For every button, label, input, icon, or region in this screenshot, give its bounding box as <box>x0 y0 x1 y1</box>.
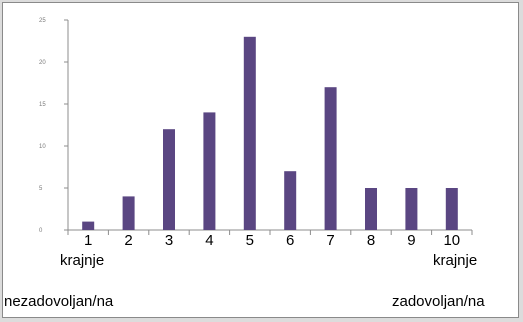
annotation-left-line1: krajnje <box>60 252 104 269</box>
y-tick-label: 10 <box>39 144 46 150</box>
x-tick-label: 4 <box>205 232 213 249</box>
annotation-left-line2: nezadovoljan/na <box>4 293 114 310</box>
x-tick-label: 9 <box>407 232 415 249</box>
x-tick-label: 1 <box>84 232 92 249</box>
x-tick-labels: 1 2 3 4 5 6 7 8 9 10 <box>84 232 460 249</box>
bar-8 <box>365 188 377 230</box>
y-tick-label: 0 <box>39 228 43 234</box>
bar-7 <box>324 87 337 230</box>
annotation-right-line1: krajnje <box>433 252 477 269</box>
y-tick-label: 20 <box>39 60 46 66</box>
bar-10 <box>445 188 458 230</box>
bars-group <box>82 36 458 230</box>
y-tick-labels: 0 5 10 15 20 25 <box>39 18 46 234</box>
x-tick-label: 3 <box>165 232 173 249</box>
bar-6 <box>284 171 297 230</box>
bar-2 <box>122 196 135 230</box>
chart-axes <box>64 19 473 235</box>
bar-5 <box>243 36 256 230</box>
x-tick-label: 7 <box>326 232 334 249</box>
y-tick-label: 25 <box>39 18 46 24</box>
x-tick-label: 6 <box>286 232 294 249</box>
y-tick-label: 15 <box>39 102 46 108</box>
x-tick-label: 2 <box>124 232 132 249</box>
y-tick-label: 5 <box>39 186 43 192</box>
bar-3 <box>163 129 175 230</box>
annotation-right-line2: zadovoljan/na <box>392 293 485 310</box>
x-tick-label: 8 <box>367 232 375 249</box>
x-tick-label: 10 <box>443 232 460 249</box>
bar-1 <box>82 221 95 230</box>
x-tick-label: 5 <box>246 232 254 249</box>
bar-4 <box>203 112 216 230</box>
bar-9 <box>405 188 418 230</box>
chart-frame <box>2 2 519 318</box>
